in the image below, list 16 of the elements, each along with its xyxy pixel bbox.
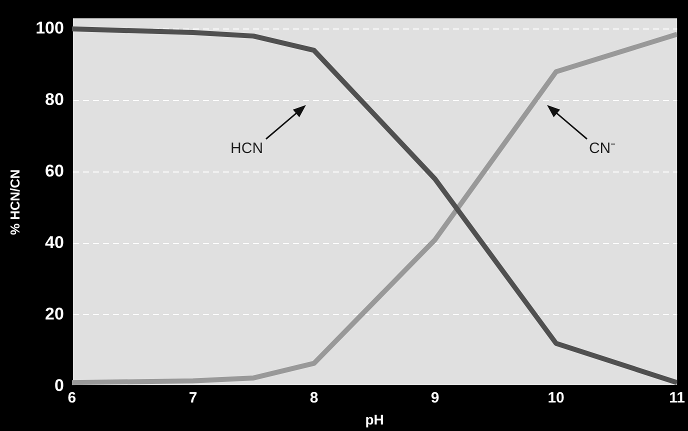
x-tick-label: 10	[548, 389, 564, 406]
x-tick-label: 6	[68, 389, 76, 406]
x-tick-label: 8	[310, 389, 318, 406]
x-tick-label: 9	[430, 389, 440, 406]
x-tick-label: 7	[188, 389, 198, 406]
y-tick-label: 20	[45, 304, 64, 324]
y-tick-label: 100	[36, 18, 64, 38]
x-tick-label: 11	[669, 389, 685, 406]
y-axis-title: % HCN/CN	[7, 169, 22, 236]
annotation: CN⁻	[588, 140, 616, 157]
annotation: HCN	[230, 140, 264, 157]
y-tick-label: 60	[45, 162, 64, 181]
y-tick-label: 80	[45, 90, 64, 110]
y-tick-label: 0	[54, 376, 64, 395]
x-axis-title: pH	[365, 411, 384, 428]
y-tick-label: 40	[45, 232, 64, 252]
